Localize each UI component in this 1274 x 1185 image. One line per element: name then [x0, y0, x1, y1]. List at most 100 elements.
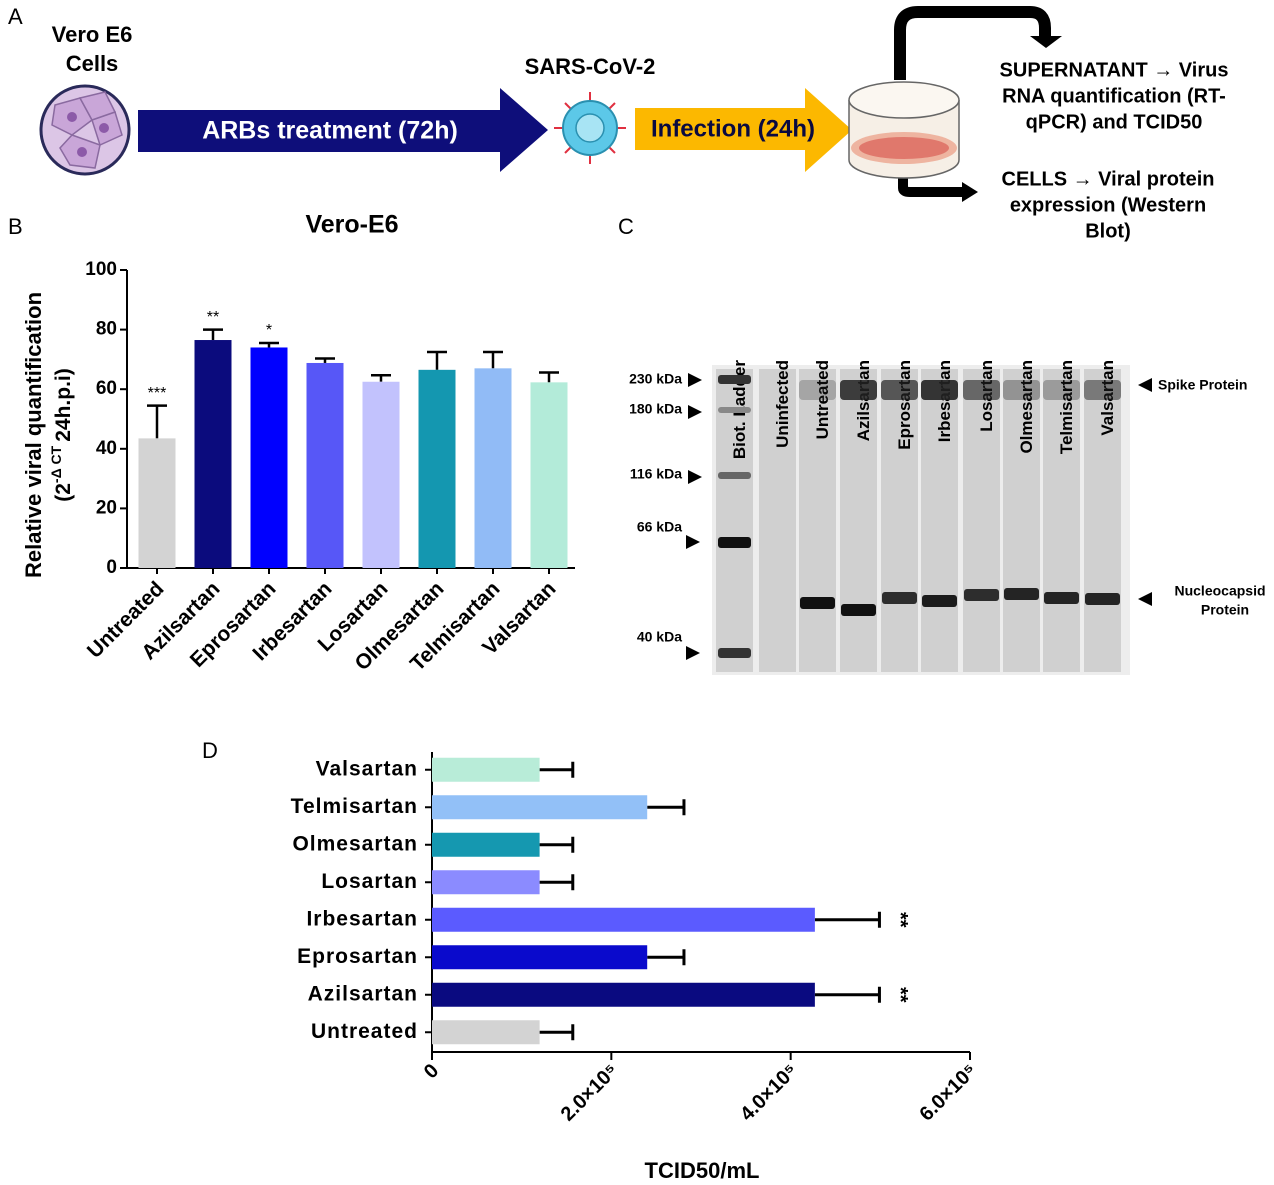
marker-arrow [688, 470, 702, 484]
marker-label: 66 kDa [637, 519, 682, 535]
bar [432, 1020, 540, 1045]
lane-label: Olmesartan [1017, 360, 1036, 454]
y-tick-label: Olmesartan [292, 832, 418, 855]
ladder-band [718, 375, 751, 384]
blot-lane [1003, 369, 1040, 672]
x-tick-label: 0 [420, 1060, 443, 1083]
bar [138, 438, 176, 568]
cell-label: Cells [66, 51, 119, 76]
nucleocapsid-band [841, 604, 876, 616]
blot-lane [716, 369, 753, 672]
y-axis-label: (2-Δ CT 24h.p.i) [48, 368, 75, 501]
ladder-band [718, 407, 751, 413]
blot-lane [799, 369, 836, 672]
panel-label: C [618, 214, 634, 239]
nucleocapsid-band [1044, 592, 1079, 604]
bar [432, 870, 540, 895]
virus-label: SARS-CoV-2 [525, 54, 656, 79]
blot-lane [1043, 369, 1080, 672]
spike-band [1043, 380, 1080, 400]
ladder-band [718, 537, 751, 548]
y-tick-label: 20 [96, 497, 117, 518]
marker-label: 230 kDa [629, 371, 682, 387]
y-tick-label: 0 [106, 557, 117, 578]
y-label-superscript: -Δ CT [48, 445, 64, 483]
bar [418, 369, 456, 568]
chart-title: Vero-E6 [305, 211, 398, 239]
cells-label: expression (Western [1010, 194, 1206, 216]
nucleocapsid-label: Protein [1201, 602, 1249, 618]
y-tick-label: 40 [96, 438, 117, 459]
x-tick-label: 2.0×10⁵ [557, 1060, 623, 1126]
spike-arrow [1138, 378, 1152, 392]
bar [306, 362, 344, 568]
y-tick-label: Valsartan [316, 757, 418, 780]
spike-band [840, 380, 877, 400]
lane-label: Irbesartan [935, 360, 954, 442]
spike-band [921, 380, 958, 400]
marker-label: 116 kDa [630, 466, 682, 482]
blot-lane [759, 369, 796, 672]
lane-label: Untreated [813, 360, 832, 439]
y-tick-label: Untreated [311, 1020, 418, 1043]
lane-label: Azilsartan [854, 360, 873, 441]
nucleocapsid-band [1004, 588, 1039, 600]
nucleocapsid-band [1085, 593, 1120, 605]
significance-label: *** [148, 385, 167, 402]
nucleocapsid-arrow [1138, 592, 1152, 606]
marker-arrow [688, 405, 702, 419]
x-axis-label: TCID50/mL [645, 1158, 760, 1183]
blot-lane [840, 369, 877, 672]
supernatant-label: RNA quantification (RT- [1002, 85, 1226, 107]
infection-label: Infection (24h) [651, 115, 815, 142]
cells-label: Blot) [1085, 220, 1131, 242]
y-tick-label: Irbesartan [306, 907, 418, 930]
bar [474, 368, 512, 568]
bar [432, 832, 540, 857]
y-label-base: (2 [52, 483, 75, 502]
y-tick-label: 60 [96, 378, 117, 399]
significance-label: ** [207, 309, 219, 326]
x-tick-label: 4.0×10⁵ [736, 1060, 802, 1126]
diagram-shapes [39, 6, 1062, 202]
bar [432, 982, 815, 1007]
treatment-label: ARBs treatment (72h) [202, 117, 458, 145]
marker-label: 180 kDa [629, 401, 682, 417]
y-label-rest: 24h.p.i) [52, 368, 75, 442]
nucleocapsid-band [922, 595, 957, 607]
nucleocapsid-band [882, 592, 917, 604]
y-tick-label: Azilsartan [308, 982, 418, 1005]
marker-label: 40 kDa [637, 629, 682, 645]
spike-label: Spike Protein [1158, 377, 1247, 393]
cell-label: Vero E6 [52, 22, 133, 47]
significance-label: ** [889, 987, 911, 1003]
y-tick-label: 100 [85, 259, 117, 280]
bar [432, 907, 815, 932]
supernatant-label: qPCR) and TCID50 [1026, 111, 1203, 133]
x-tick-label: 6.0×10⁵ [915, 1060, 981, 1126]
blot-lane [1084, 369, 1121, 672]
y-tick-label: Eprosartan [297, 945, 418, 968]
spike-band [963, 380, 1000, 400]
ladder-band [718, 472, 751, 479]
blot-lane [921, 369, 958, 672]
marker-arrow [688, 373, 702, 387]
marker-arrow [686, 535, 700, 549]
y-tick-label: 80 [96, 319, 117, 340]
nucleocapsid-label: Nucleocapsid [1174, 583, 1265, 599]
y-tick-label: Losartan [321, 870, 418, 893]
panel-label: A [8, 4, 23, 29]
bar [432, 757, 540, 782]
significance-label: ** [889, 912, 911, 928]
spike-band [1084, 380, 1121, 400]
bar [194, 340, 232, 568]
lane-label: Eprosartan [895, 360, 914, 450]
cells-label: CELLS → Viral protein [1002, 168, 1215, 190]
marker-arrow [686, 646, 700, 660]
bar [250, 347, 288, 568]
blot-lane [963, 369, 1000, 672]
nucleocapsid-band [800, 597, 835, 609]
panel-label: B [8, 214, 23, 239]
spike-band [799, 380, 836, 400]
supernatant-label: SUPERNATANT → Virus [1000, 59, 1229, 81]
